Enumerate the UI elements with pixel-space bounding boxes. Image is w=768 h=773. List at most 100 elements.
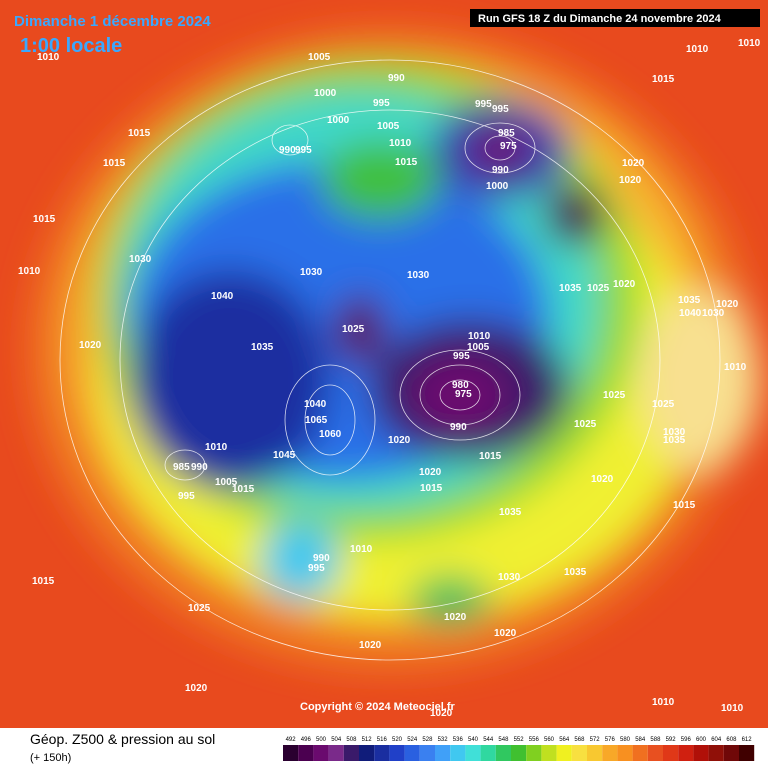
legend-label: 492 bbox=[286, 737, 297, 743]
legend-swatch bbox=[571, 745, 587, 761]
legend-label: 524 bbox=[407, 737, 418, 743]
legend-swatch bbox=[465, 745, 481, 761]
legend-label: 508 bbox=[346, 737, 357, 743]
pressure-label: 1040 bbox=[304, 399, 327, 410]
legend-label: 540 bbox=[468, 737, 479, 743]
pressure-label: 1025 bbox=[342, 324, 365, 335]
legend-swatch bbox=[495, 745, 511, 761]
legend-swatch bbox=[450, 745, 466, 761]
pressure-label: 1005 bbox=[215, 477, 238, 488]
copyright: Copyright © 2024 Meteociel.fr bbox=[300, 701, 456, 713]
legend-swatch bbox=[298, 745, 314, 761]
pressure-label: 1010 bbox=[205, 442, 228, 453]
pressure-label: 1035 bbox=[564, 567, 587, 578]
legend-swatch bbox=[374, 745, 390, 761]
pressure-label: 1065 bbox=[305, 415, 328, 426]
pressure-label: 995 bbox=[308, 563, 325, 574]
pressure-label: 1025 bbox=[587, 283, 610, 294]
legend-label: 564 bbox=[559, 737, 570, 743]
legend-swatch bbox=[328, 745, 344, 761]
pressure-label: 1010 bbox=[468, 331, 491, 342]
pressure-label: 1035 bbox=[499, 507, 522, 518]
pressure-label: 1020 bbox=[419, 467, 442, 478]
legend-swatch bbox=[678, 745, 694, 761]
pressure-label: 1005 bbox=[467, 342, 490, 353]
pressure-label: 1010 bbox=[350, 544, 373, 555]
pressure-label: 1030 bbox=[129, 254, 152, 265]
legend-label: 548 bbox=[498, 737, 509, 743]
pressure-label: 1020 bbox=[619, 175, 642, 186]
pressure-label: 1000 bbox=[314, 88, 337, 99]
pressure-label: 1015 bbox=[128, 128, 151, 139]
pressure-label: 1015 bbox=[395, 157, 418, 168]
pressure-label: 995 bbox=[492, 104, 509, 115]
pressure-label: 1020 bbox=[622, 158, 645, 169]
pressure-label: 1025 bbox=[188, 603, 211, 614]
pressure-label: 1015 bbox=[32, 576, 55, 587]
pressure-label: 980 bbox=[452, 380, 469, 391]
legend-swatch bbox=[617, 745, 633, 761]
legend-label: 516 bbox=[377, 737, 388, 743]
legend-label: 604 bbox=[711, 737, 722, 743]
pressure-label: 1010 bbox=[37, 52, 60, 63]
pressure-label: 1025 bbox=[603, 390, 626, 401]
legend-swatch bbox=[647, 745, 663, 761]
legend-swatch bbox=[587, 745, 603, 761]
pressure-label: 1015 bbox=[420, 483, 443, 494]
pressure-label: 1015 bbox=[232, 484, 255, 495]
pressure-label: 995 bbox=[178, 491, 195, 502]
pressure-label: 1025 bbox=[652, 399, 675, 410]
pressure-label: 1020 bbox=[494, 628, 517, 639]
field bbox=[30, 30, 760, 670]
pressure-label: 975 bbox=[500, 141, 517, 152]
legend-label: 532 bbox=[438, 737, 449, 743]
pressure-label: 1030 bbox=[702, 308, 725, 319]
pressure-label: 1040 bbox=[211, 291, 234, 302]
legend-swatch bbox=[693, 745, 709, 761]
legend-label: 576 bbox=[605, 737, 616, 743]
pressure-label: 1000 bbox=[486, 181, 509, 192]
legend-label: 588 bbox=[650, 737, 661, 743]
pressure-label: 1035 bbox=[251, 342, 274, 353]
legend-label: 592 bbox=[666, 737, 677, 743]
legend-label: 584 bbox=[635, 737, 646, 743]
legend-swatch bbox=[526, 745, 542, 761]
pressure-label: 1030 bbox=[663, 427, 686, 438]
pressure-label: 1030 bbox=[300, 267, 323, 278]
pressure-label: 1020 bbox=[716, 299, 739, 310]
legend-swatch bbox=[723, 745, 739, 761]
legend-swatch bbox=[343, 745, 359, 761]
pressure-label: 1005 bbox=[308, 52, 331, 63]
legend-swatch bbox=[602, 745, 618, 761]
legend-swatch bbox=[480, 745, 496, 761]
pressure-label: 995 bbox=[475, 99, 492, 110]
pressure-label: 1035 bbox=[663, 435, 686, 446]
pressure-label: 1010 bbox=[738, 38, 761, 49]
pressure-label: 975 bbox=[455, 389, 472, 400]
legend-swatch bbox=[739, 745, 755, 761]
legend-swatch bbox=[419, 745, 435, 761]
pressure-label: 985 bbox=[498, 128, 515, 139]
pressure-label: 1035 bbox=[678, 295, 701, 306]
pressure-label: 1020 bbox=[444, 612, 467, 623]
pressure-label: 1010 bbox=[652, 697, 675, 708]
pressure-label: 990 bbox=[388, 73, 405, 84]
time: 1:00 locale bbox=[20, 35, 122, 57]
legend-label: 612 bbox=[742, 737, 753, 743]
pressure-label: 985 bbox=[173, 462, 190, 473]
pressure-label: 1035 bbox=[559, 283, 582, 294]
pressure-label: 1010 bbox=[721, 703, 744, 714]
pressure-label: 1020 bbox=[430, 708, 453, 719]
pressure-label: 990 bbox=[492, 165, 509, 176]
legend-label: 552 bbox=[514, 737, 525, 743]
legend-swatch bbox=[404, 745, 420, 761]
legend-label: 528 bbox=[422, 737, 433, 743]
legend-label: 496 bbox=[301, 737, 312, 743]
legend-swatch bbox=[283, 745, 299, 761]
legend-swatch bbox=[389, 745, 405, 761]
legend-swatch bbox=[313, 745, 329, 761]
legend-label: 580 bbox=[620, 737, 631, 743]
